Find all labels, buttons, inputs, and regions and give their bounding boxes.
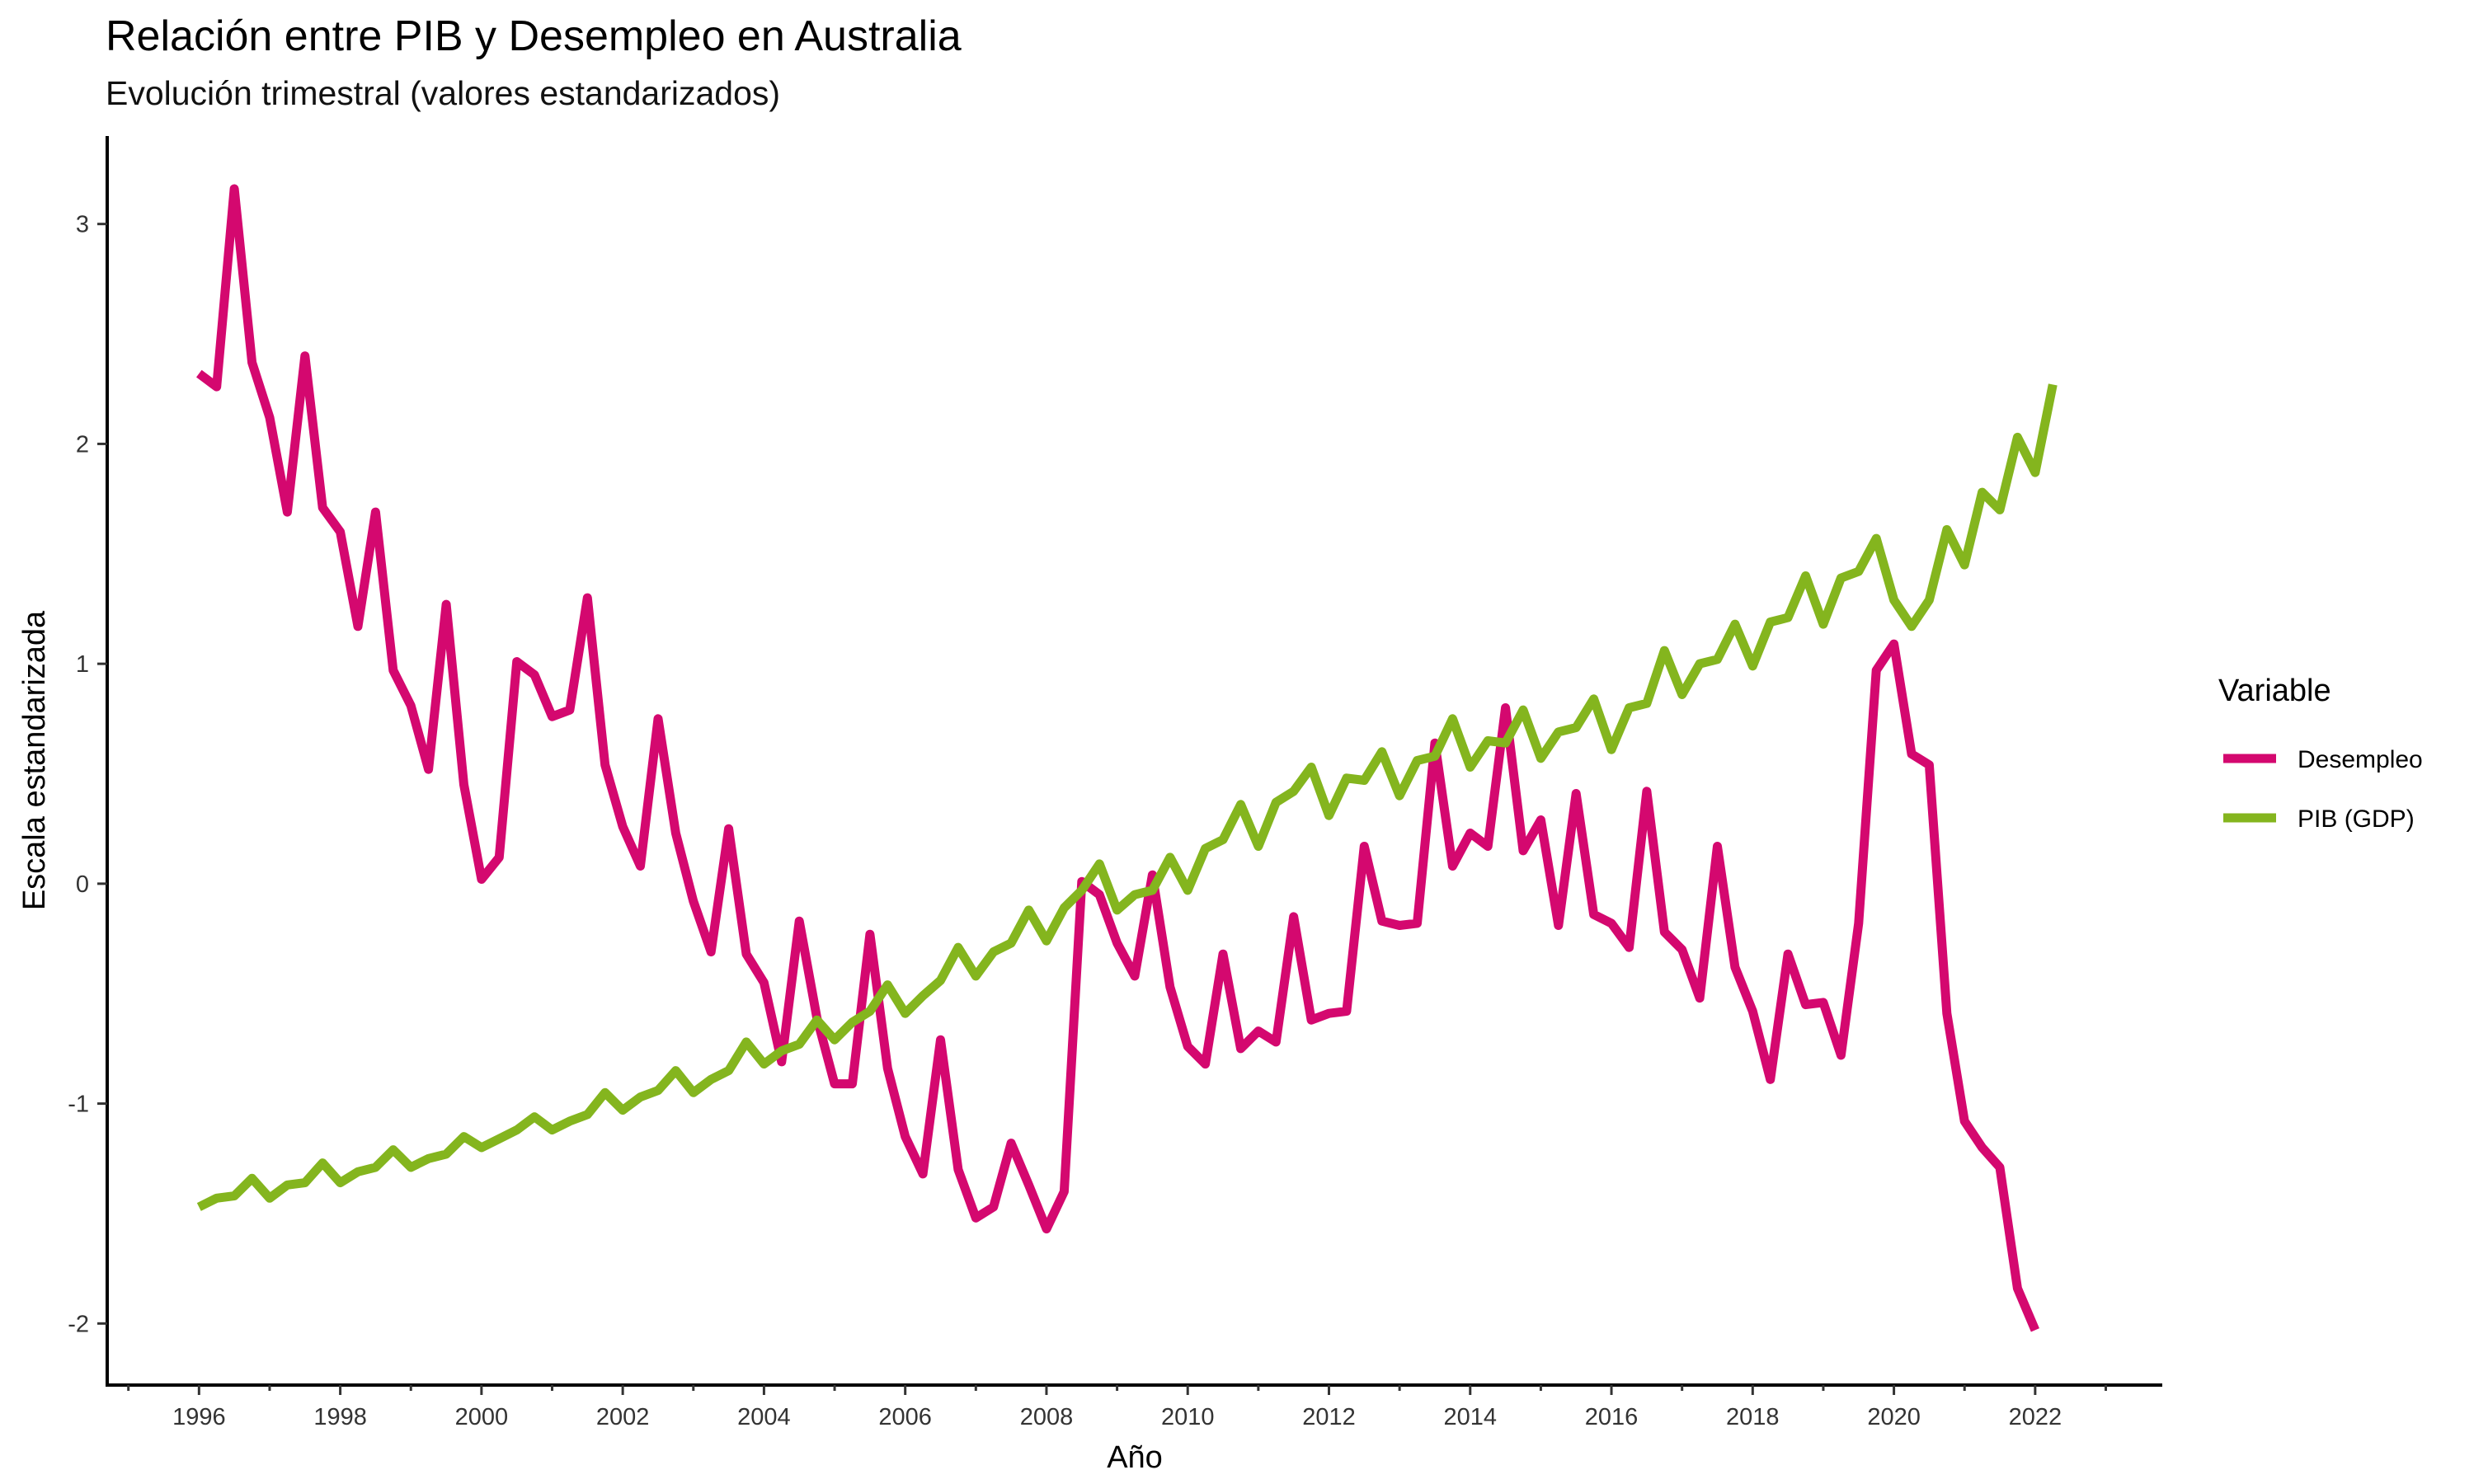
x-tick-label: 2022 [2009,1404,2062,1430]
y-axis-ticks: 3 2 1 0 -1 -2 [68,212,107,1337]
y-tick-label: 1 [76,651,89,678]
x-tick-label: 2016 [1585,1404,1639,1430]
x-tick-label: 2018 [1726,1404,1780,1430]
y-tick-label: -1 [68,1092,89,1118]
x-tick-label: 2010 [1161,1404,1215,1430]
x-tick-label: 2004 [737,1404,791,1430]
legend-label-0: Desempleo [2298,746,2423,773]
axes: 3 2 1 0 -1 -2 1996 1998 2000 2002 2004 2006 2008 201… [68,136,2162,1430]
y-axis-title: Escala estandarizada [17,610,52,910]
x-tick-label: 1998 [313,1404,367,1430]
legend: Variable Desempleo PIB (GDP) [2218,674,2423,833]
x-tick-label: 2012 [1302,1404,1356,1430]
y-tick-label: 2 [76,431,89,458]
x-axis-title: Año [1107,1440,1163,1475]
chart-title: Relación entre PIB y Desempleo en Austra… [106,12,962,60]
x-tick-label: 2002 [596,1404,650,1430]
legend-label-1: PIB (GDP) [2298,805,2415,833]
legend-title: Variable [2218,674,2331,708]
x-tick-label: 2014 [1444,1404,1498,1430]
y-tick-label: 3 [76,212,89,238]
x-tick-label: 2006 [878,1404,932,1430]
x-tick-label: 2008 [1020,1404,1074,1430]
x-tick-label: 2020 [1867,1404,1921,1430]
y-tick-label: -2 [68,1311,89,1337]
series-line-0 [196,184,2039,1332]
plot-lines [196,184,2058,1332]
series-line-1 [196,383,2058,1211]
x-axis-ticks: 1996 1998 2000 2002 2004 2006 2008 2010 2012 2014… [127,1385,2107,1430]
y-tick-label: 0 [76,871,89,898]
x-tick-label: 2000 [455,1404,509,1430]
x-tick-label: 1996 [172,1404,226,1430]
chart-subtitle: Evolución trimestral (valores estandariz… [106,74,781,112]
